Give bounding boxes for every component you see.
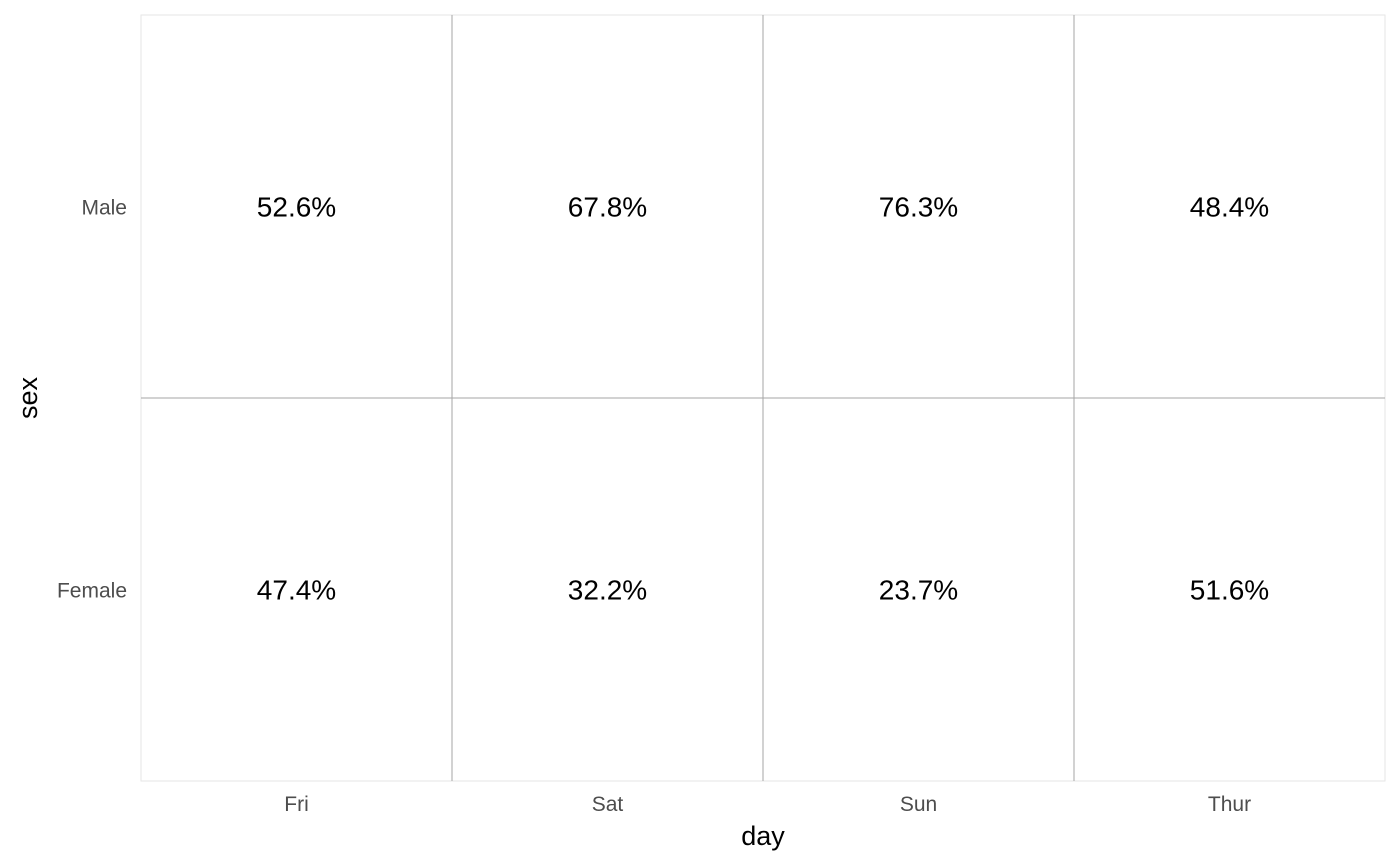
x-tick-label: Fri <box>284 793 309 816</box>
x-tick-label: Sat <box>592 793 624 816</box>
x-tick-label: Thur <box>1208 793 1251 816</box>
cell-label: 48.4% <box>1190 192 1269 223</box>
y-tick-label: Male <box>81 197 127 220</box>
cell-label: 23.7% <box>879 575 958 606</box>
cell-label: 52.6% <box>257 192 336 223</box>
cell-label: 51.6% <box>1190 575 1269 606</box>
cell-label: 47.4% <box>257 575 336 606</box>
y-tick-label: Female <box>57 580 127 603</box>
y-axis-title: sex <box>13 376 43 419</box>
plot-panel <box>140 14 1386 782</box>
cell-labels: 52.6% 67.8% 76.3% 48.4% 47.4% 32.2% 23.7% 51.6% <box>257 192 1269 606</box>
x-axis-title: day <box>741 821 785 851</box>
cell-label: 67.8% <box>568 192 647 223</box>
cell-label: 76.3% <box>879 192 958 223</box>
x-tick-label: Sun <box>900 793 937 816</box>
cell-label: 32.2% <box>568 575 647 606</box>
x-axis-ticks: Fri Sat Sun Thur <box>284 793 1251 816</box>
y-axis-ticks: Male Female <box>57 197 127 603</box>
